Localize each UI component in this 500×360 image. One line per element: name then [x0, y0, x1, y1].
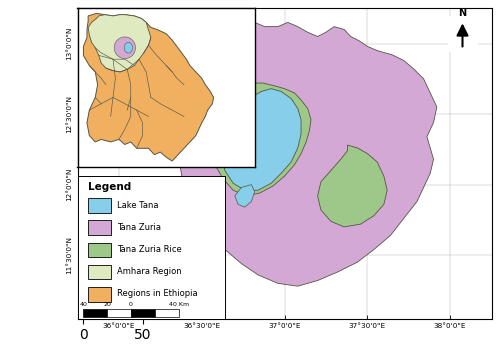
- FancyBboxPatch shape: [88, 287, 110, 302]
- Text: Tana Zuria Rice: Tana Zuria Rice: [116, 245, 182, 254]
- Text: 0: 0: [129, 302, 133, 306]
- Polygon shape: [318, 145, 387, 227]
- Polygon shape: [235, 185, 255, 207]
- Bar: [131, 309, 155, 317]
- Text: 40 Km: 40 Km: [168, 302, 188, 306]
- Bar: [155, 309, 178, 317]
- Text: 20: 20: [104, 302, 111, 306]
- Text: Regions in Ethiopia: Regions in Ethiopia: [116, 289, 197, 298]
- Text: 40: 40: [80, 302, 88, 306]
- Bar: [84, 309, 107, 317]
- Text: N: N: [458, 8, 466, 18]
- Polygon shape: [178, 19, 437, 286]
- FancyBboxPatch shape: [88, 243, 110, 257]
- Bar: [107, 309, 131, 317]
- FancyBboxPatch shape: [88, 265, 110, 279]
- Text: Lake Tana: Lake Tana: [116, 201, 158, 210]
- Polygon shape: [88, 15, 151, 72]
- Text: Tana Zuria: Tana Zuria: [116, 223, 160, 232]
- Polygon shape: [124, 42, 132, 53]
- Text: Legend: Legend: [88, 182, 131, 192]
- Polygon shape: [84, 13, 214, 161]
- FancyBboxPatch shape: [88, 198, 110, 213]
- Polygon shape: [114, 37, 136, 59]
- Polygon shape: [222, 89, 301, 190]
- FancyBboxPatch shape: [88, 220, 110, 235]
- Text: Amhara Region: Amhara Region: [116, 267, 181, 276]
- Polygon shape: [212, 83, 311, 196]
